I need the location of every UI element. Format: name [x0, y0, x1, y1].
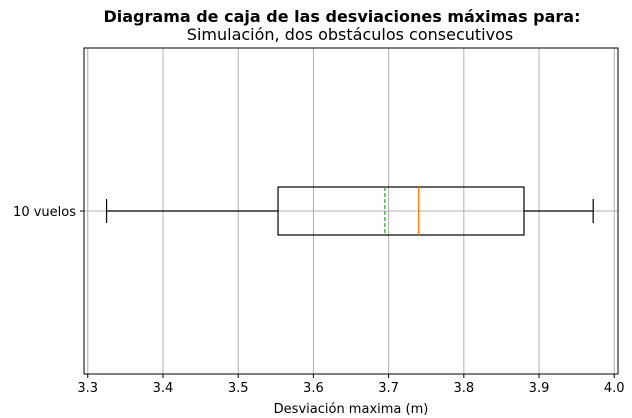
- x-tick-label: 3.5: [228, 381, 249, 396]
- x-tick-label: 3.4: [153, 381, 174, 396]
- box-series: [105, 186, 594, 236]
- chart-subtitle: Simulación, dos obstáculos consecutivos: [187, 25, 513, 44]
- x-tick-label: 3.9: [529, 381, 550, 396]
- x-axis-ticks: 3.3 3.4 3.5 3.6 3.7 3.8 3.9 4.0: [77, 374, 625, 396]
- x-tick-label: 3.8: [453, 381, 474, 396]
- y-axis-ticks: 10 vuelos: [13, 205, 84, 220]
- chart-title: Diagrama de caja de las desviaciones máx…: [103, 7, 580, 26]
- x-axis-label: Desviación maxima (m): [274, 402, 429, 417]
- x-tick-label: 3.7: [378, 381, 399, 396]
- x-tick-label: 4.0: [604, 381, 625, 396]
- x-tick-label: 3.3: [77, 381, 98, 396]
- y-tick-label: 10 vuelos: [13, 205, 76, 220]
- x-tick-label: 3.6: [303, 381, 324, 396]
- plot-area-frame: [83, 47, 619, 375]
- box-iqr: [277, 186, 525, 236]
